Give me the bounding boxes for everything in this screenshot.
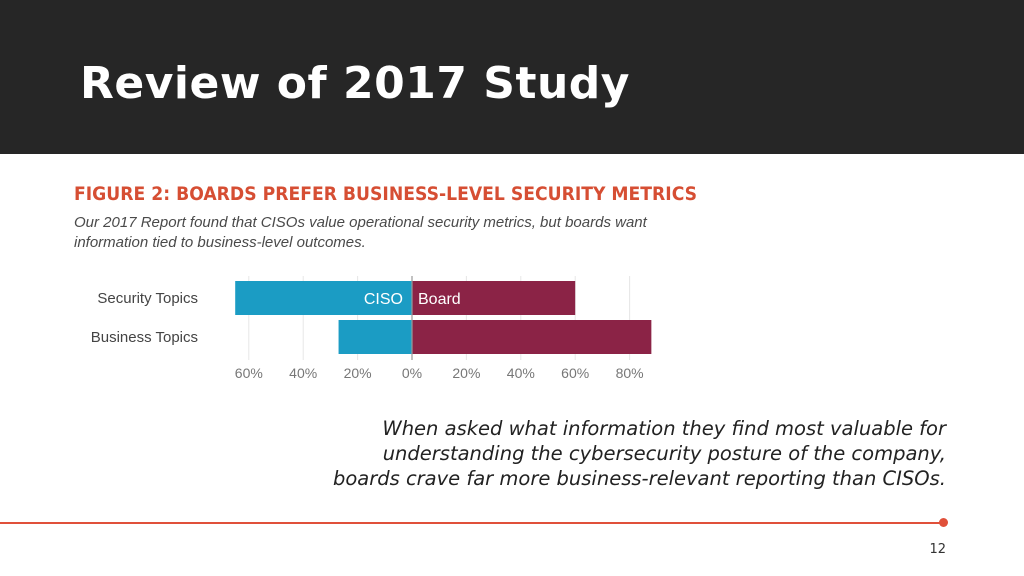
x-tick-label: 60%	[235, 365, 263, 381]
category-label: Business Topics	[91, 329, 198, 346]
category-label: Security Topics	[97, 290, 198, 307]
caption-line: When asked what information they find mo…	[382, 417, 946, 440]
series-label-board: Board	[418, 291, 461, 308]
title-bar: Review of 2017 Study	[0, 0, 1024, 154]
slide-caption: When asked what information they find mo…	[333, 416, 946, 491]
bar-ciso	[338, 320, 412, 354]
footer-divider-dot	[939, 518, 948, 527]
caption-line: boards crave far more business-relevant …	[332, 467, 946, 490]
x-tick-label: 40%	[507, 365, 535, 381]
x-tick-label: 80%	[616, 365, 644, 381]
bar-ciso	[235, 281, 412, 315]
x-tick-label: 0%	[402, 365, 422, 381]
figure-title: FIGURE 2: BOARDS PREFER BUSINESS-LEVEL S…	[74, 184, 698, 205]
series-label-ciso: CISO	[364, 291, 403, 308]
page-number: 12	[929, 542, 946, 557]
bar-board	[412, 320, 652, 354]
footer-divider	[0, 522, 944, 524]
x-tick-label: 20%	[344, 365, 372, 381]
x-tick-label: 60%	[561, 365, 589, 381]
slide-title: Review of 2017 Study	[80, 58, 630, 109]
x-tick-label: 20%	[452, 365, 480, 381]
caption-line: understanding the cybersecurity posture …	[382, 442, 946, 465]
x-tick-label: 40%	[289, 365, 317, 381]
bar-board	[412, 281, 576, 315]
figure-subtitle: Our 2017 Report found that CISOs value o…	[74, 214, 647, 251]
